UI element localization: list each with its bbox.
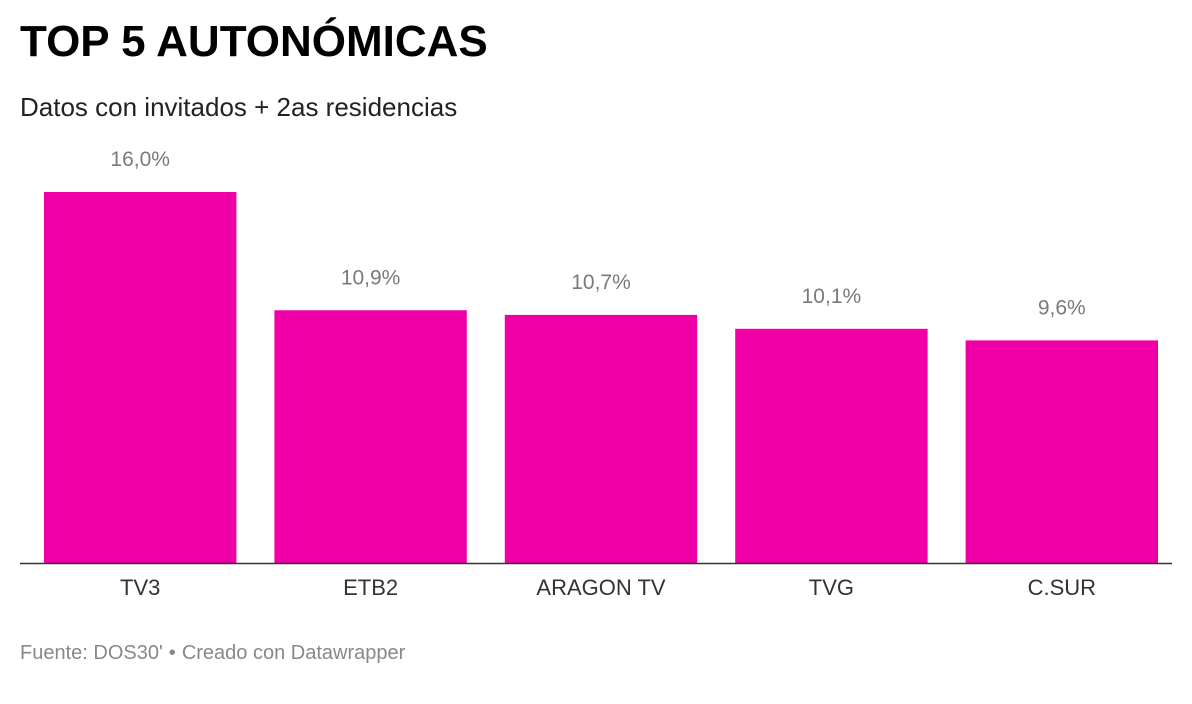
footer-source: Fuente: DOS30' [20,642,163,664]
category-label: ARAGON TV [536,575,666,600]
chart-footer: Fuente: DOS30' • Creado con Datawrapper [20,642,405,665]
value-label: 10,7% [571,271,631,294]
bars-group [44,192,1158,563]
category-labels-group: TV3 ETB2 ARAGON TV TVG C.SUR [120,575,1096,600]
chart-title: TOP 5 AUTONÓMICAS [20,17,488,66]
bar-c-sur [965,340,1158,563]
value-labels-group: 16,0% 10,9% 10,7% 10,1% 9,6% [110,148,1085,319]
value-label: 10,9% [341,266,401,289]
category-label: TVG [809,575,854,600]
value-label: 10,1% [802,285,862,308]
footer-credit: Creado con Datawrapper [181,642,406,664]
chart-subtitle: Datos con invitados + 2as residencias [20,92,458,122]
category-label: C.SUR [1028,575,1096,600]
bar-etb2 [274,310,467,563]
bar-tvg [735,328,928,563]
footer-separator: • [168,642,176,664]
value-label: 16,0% [110,148,170,171]
value-label: 9,6% [1038,296,1086,319]
category-label: TV3 [120,575,160,600]
bar-tv3 [44,192,237,563]
bar-aragon-tv [504,314,698,563]
category-label: ETB2 [343,575,398,600]
